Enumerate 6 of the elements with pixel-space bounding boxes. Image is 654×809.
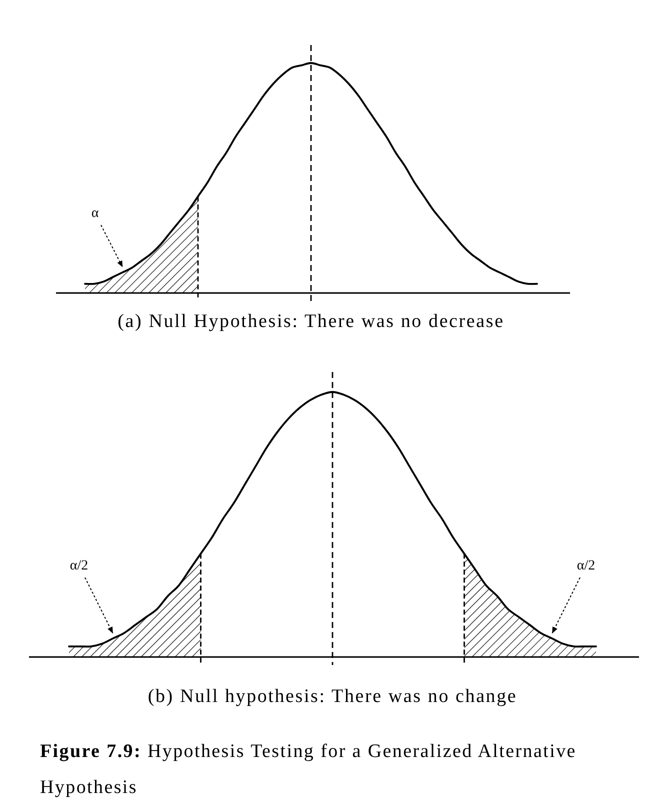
text: α/2 bbox=[576, 558, 596, 574]
caption: Figure 7.9: Hypothesis Testing for a Generalized Alternative Hypothesis bbox=[40, 741, 576, 798]
text: α/2 bbox=[70, 558, 88, 574]
x-axis-title: (b) Null hypothesis: There was no change bbox=[148, 686, 518, 707]
x-axis-title: (a) Null Hypothesis: There was no decrease bbox=[118, 311, 504, 332]
text: α bbox=[91, 206, 100, 222]
